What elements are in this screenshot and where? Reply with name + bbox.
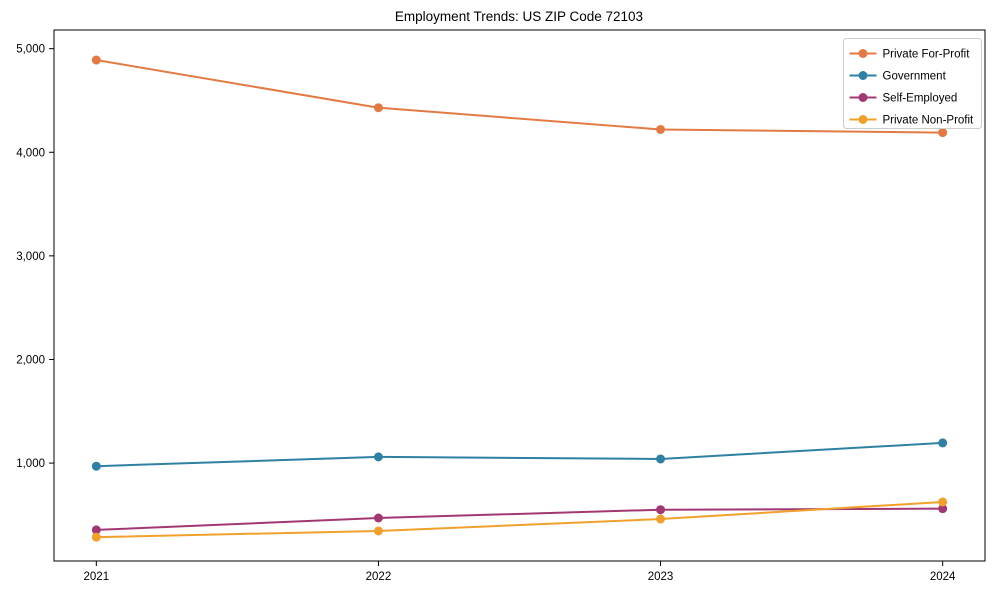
legend-marker-dot xyxy=(858,71,868,80)
legend-marker-dot xyxy=(858,93,868,102)
data-point-private-non-profit-2024 xyxy=(938,497,948,507)
data-point-self-employed-2023 xyxy=(656,505,666,515)
series-line-self-employed xyxy=(96,507,943,531)
data-point-private-non-profit-2022 xyxy=(373,526,383,536)
y-axis-tick-label: 2,000 xyxy=(16,354,45,366)
data-point-government-2021 xyxy=(91,461,101,471)
data-point-government-2022 xyxy=(373,452,383,462)
y-axis: 1,000 2,000 3,000 4,000 5,000 xyxy=(16,44,54,470)
series-line-private-for-profit xyxy=(96,59,943,134)
plot-border xyxy=(53,29,986,562)
legend-item-private-for-profit: Private For-Profit xyxy=(849,49,971,61)
legend-item-self-employed: Self-Employed xyxy=(849,93,958,105)
legend-label: Self-Employed xyxy=(883,93,958,105)
y-axis-tick-label: 3,000 xyxy=(16,251,45,263)
x-axis-tick-label: 2024 xyxy=(930,571,956,583)
y-axis-tick-label: 4,000 xyxy=(16,147,45,159)
legend-marker-dot xyxy=(858,115,868,124)
data-point-self-employed-2022 xyxy=(373,513,383,523)
x-axis-tick-label: 2021 xyxy=(84,571,110,583)
data-point-private-for-profit-2023 xyxy=(656,124,666,134)
data-point-private-for-profit-2024 xyxy=(938,128,948,138)
y-axis-tick-label: 5,000 xyxy=(16,44,45,56)
legend-label: Government xyxy=(883,71,947,83)
legend: Private For-Profit Government Self-Employe… xyxy=(843,38,982,129)
data-point-government-2023 xyxy=(656,454,666,464)
data-point-self-employed-2024 xyxy=(938,504,948,514)
legend-item-private-non-profit: Private Non-Profit xyxy=(849,115,975,127)
legend-marker-dot xyxy=(858,49,868,58)
data-point-government-2024 xyxy=(938,438,948,448)
data-point-private-non-profit-2023 xyxy=(656,514,666,524)
data-point-private-non-profit-2021 xyxy=(91,532,101,542)
y-axis-tick-label: 1,000 xyxy=(16,458,45,470)
series-line-private-non-profit xyxy=(96,500,943,539)
legend-box xyxy=(843,38,982,129)
series-lines xyxy=(91,55,948,542)
data-point-private-for-profit-2022 xyxy=(373,103,383,113)
chart-title: Employment Trends: US ZIP Code 72103 xyxy=(395,9,643,24)
legend-label: Private Non-Profit xyxy=(883,115,975,127)
legend-label: Private For-Profit xyxy=(883,49,971,61)
x-axis: 2021 2022 2023 2024 xyxy=(84,561,956,583)
x-axis-tick-label: 2023 xyxy=(648,571,674,583)
data-point-self-employed-2021 xyxy=(91,525,101,535)
data-point-private-for-profit-2021 xyxy=(91,55,101,65)
legend-item-government: Government xyxy=(849,71,947,83)
x-axis-tick-label: 2022 xyxy=(366,571,392,583)
series-line-government xyxy=(96,441,943,468)
